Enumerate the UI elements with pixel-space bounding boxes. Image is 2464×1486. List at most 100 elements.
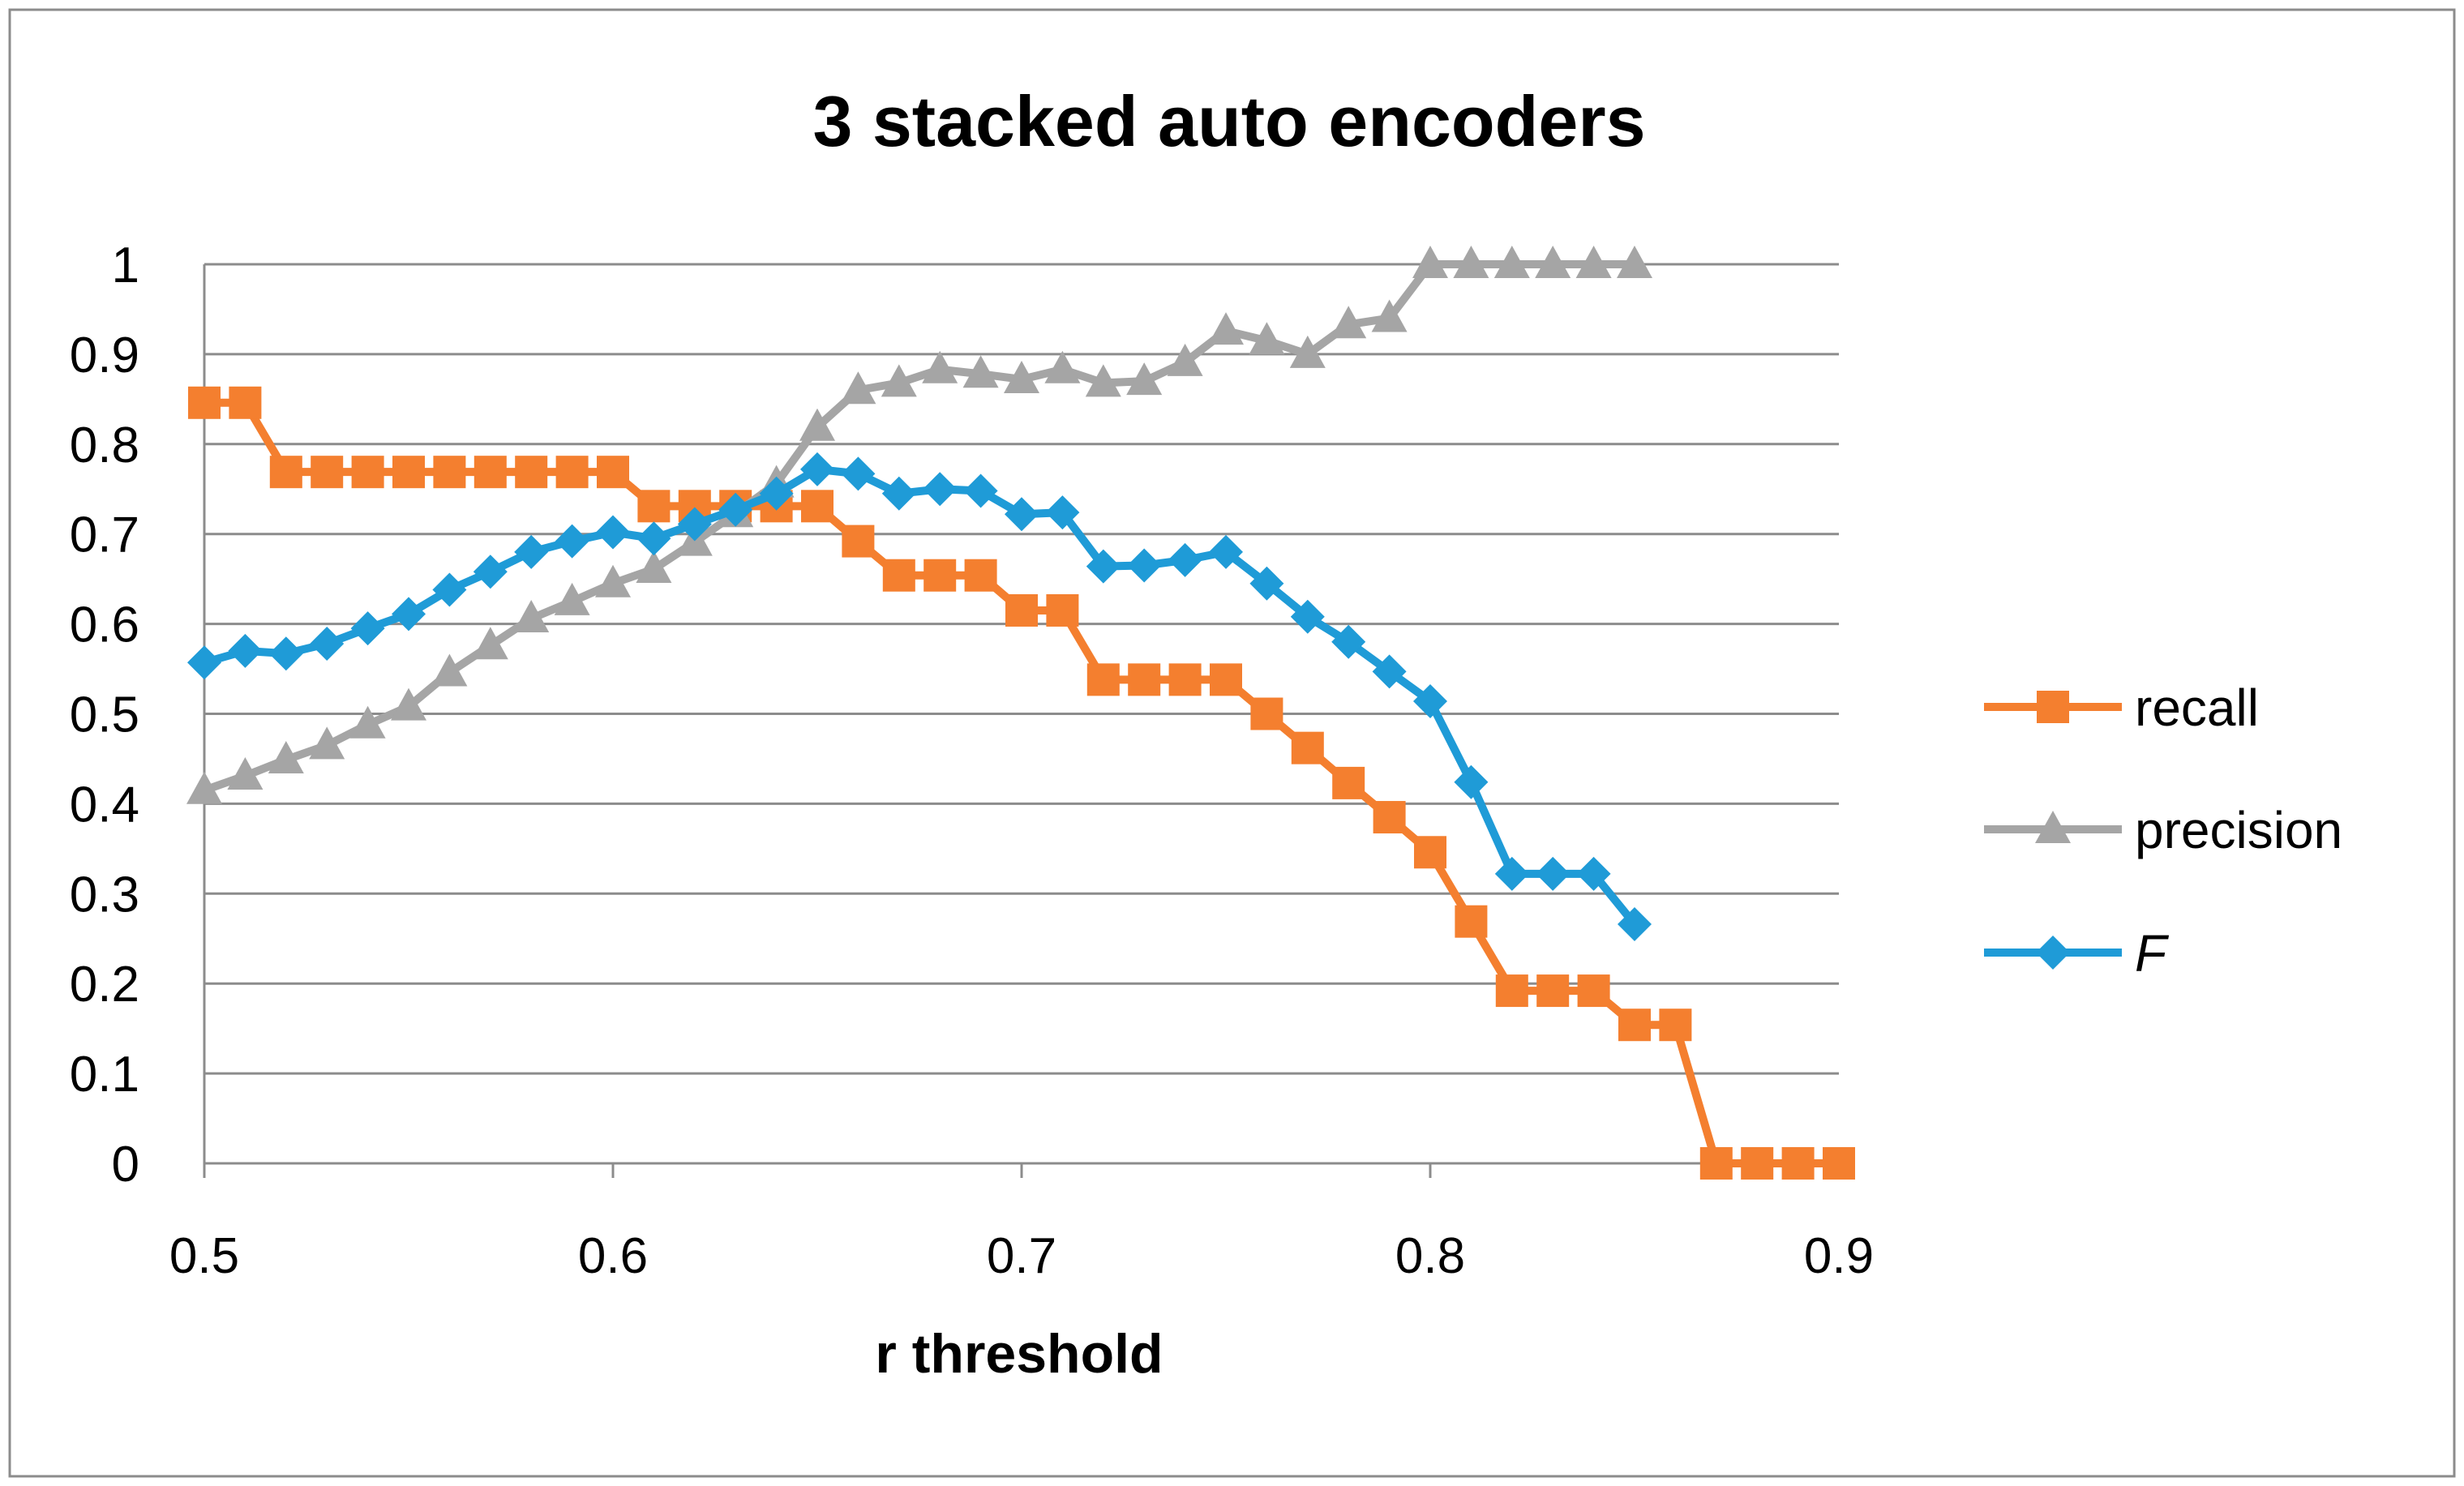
y-tick-label: 0.9 xyxy=(70,328,139,383)
recall-point xyxy=(1128,663,1161,696)
x-axis-title: r threshold xyxy=(875,1323,1163,1385)
recall-point xyxy=(1005,593,1038,627)
f-point xyxy=(1005,497,1039,532)
legend-marker-f xyxy=(2036,936,2070,970)
y-tick-label: 0.7 xyxy=(70,507,139,563)
f-point xyxy=(1045,495,1080,530)
precision-point xyxy=(1085,364,1121,397)
precision-point xyxy=(636,550,672,583)
precision-point xyxy=(922,350,958,383)
series-precision xyxy=(186,246,1652,804)
f-point xyxy=(1372,654,1407,689)
precision-point xyxy=(431,653,468,687)
recall-point xyxy=(1495,974,1528,1008)
f-point xyxy=(963,473,998,508)
recall-point xyxy=(351,456,384,489)
y-tick-labels: 0 0.1 0.2 0.3 0.4 0.5 0.6 0.7 0.8 0.9 1 xyxy=(70,238,139,1193)
recall-point xyxy=(1210,663,1242,696)
f-point xyxy=(841,456,876,491)
f-point xyxy=(555,524,589,559)
f-point xyxy=(1413,683,1447,718)
precision-point xyxy=(227,757,264,790)
precision-point xyxy=(186,771,222,804)
f-point xyxy=(432,572,467,607)
precision-point xyxy=(513,599,550,632)
legend-marker-precision xyxy=(2035,811,2071,843)
recall-point xyxy=(1659,1009,1692,1042)
recall-point xyxy=(637,490,671,523)
recall-point xyxy=(188,386,221,419)
f-point xyxy=(268,636,303,671)
recall-point xyxy=(1046,593,1079,627)
precision-point xyxy=(1575,246,1612,278)
recall-point xyxy=(964,559,997,592)
recall-point xyxy=(1168,663,1202,696)
f-point xyxy=(677,507,712,542)
chart-title: 3 stacked auto encoders xyxy=(812,81,1645,161)
recall-point xyxy=(882,559,915,592)
legend-item-recall: recall xyxy=(1984,679,2259,737)
precision-point xyxy=(554,582,590,615)
y-tick-label: 0.1 xyxy=(70,1047,139,1103)
recall-point xyxy=(392,456,425,489)
x-tick-label: 0.7 xyxy=(987,1228,1056,1284)
y-tick-label: 0.6 xyxy=(70,597,139,653)
y-tick-label: 0.2 xyxy=(70,957,139,1013)
precision-point xyxy=(1167,343,1203,376)
recall-point xyxy=(433,456,466,489)
recall-point xyxy=(1741,1147,1774,1180)
precision-point xyxy=(595,564,631,597)
data-series xyxy=(186,246,1855,1180)
legend-item-precision: precision xyxy=(1984,801,2342,859)
f-point xyxy=(636,521,671,556)
recall-point xyxy=(311,456,344,489)
precision-point xyxy=(1453,246,1489,278)
recall-point xyxy=(1086,663,1120,696)
precision-point xyxy=(268,741,304,774)
recall-point xyxy=(555,456,589,489)
f-point xyxy=(1331,624,1366,659)
precision-point xyxy=(1412,246,1448,278)
recall-point xyxy=(1414,836,1446,869)
f-point xyxy=(473,555,508,589)
legend-item-f: F xyxy=(1984,924,2170,983)
y-tick-label: 1 xyxy=(112,238,139,293)
precision-point xyxy=(1617,246,1652,278)
legend-label-precision: precision xyxy=(2135,801,2342,859)
precision-point xyxy=(799,408,835,441)
recall-point xyxy=(1699,1147,1733,1180)
recall-point xyxy=(597,456,629,489)
recall-point xyxy=(1455,905,1488,938)
recall-point xyxy=(515,456,548,489)
precision-point xyxy=(349,705,386,739)
f-point xyxy=(1209,534,1243,569)
chart-border xyxy=(8,8,2456,1478)
f-point xyxy=(596,515,630,550)
x-tick-labels: 0.5 0.6 0.7 0.8 0.9 xyxy=(169,1228,1874,1284)
recall-point xyxy=(1291,731,1324,764)
recall-point xyxy=(474,456,507,489)
x-tick-label: 0.8 xyxy=(1395,1228,1465,1284)
f-point xyxy=(1618,907,1652,942)
f-point xyxy=(1290,599,1325,634)
precision-point xyxy=(1249,322,1285,355)
recall-point xyxy=(269,456,302,489)
f-point xyxy=(310,626,345,661)
f-point xyxy=(718,492,753,527)
f-point xyxy=(187,645,221,680)
y-tick-label: 0 xyxy=(112,1137,139,1193)
legend: recall precision F xyxy=(1984,679,2342,983)
series-f xyxy=(187,452,1652,942)
f-point xyxy=(514,534,549,569)
f-point xyxy=(1454,764,1489,799)
precision-point xyxy=(391,687,426,721)
recall-point xyxy=(923,559,957,592)
recall-point xyxy=(1577,974,1610,1008)
f-point xyxy=(881,476,916,511)
precision-point xyxy=(1493,246,1530,278)
f-point xyxy=(800,452,834,486)
f-point xyxy=(759,476,794,511)
f-point xyxy=(1536,856,1571,891)
y-tick-label: 0.5 xyxy=(70,687,139,743)
f-point xyxy=(1576,856,1611,891)
